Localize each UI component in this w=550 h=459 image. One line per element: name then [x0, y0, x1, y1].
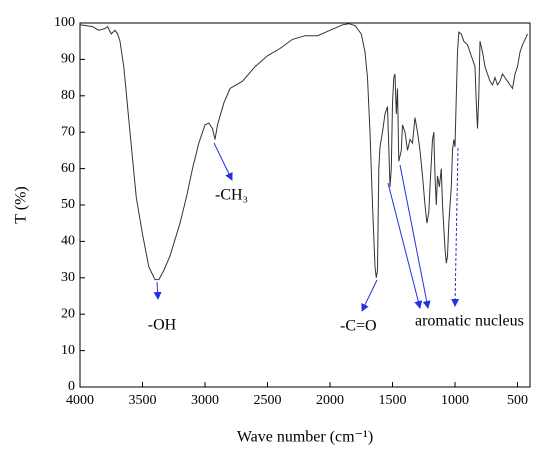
arrow — [451, 147, 460, 307]
annotation: aromatic nucleus — [415, 313, 524, 330]
y-tick-label: 100 — [54, 15, 75, 30]
x-tick-label: 2000 — [316, 393, 344, 408]
y-tick-label: 70 — [61, 124, 75, 139]
x-tick-label: 1500 — [379, 393, 407, 408]
arrow — [361, 279, 378, 312]
x-tick-label: 3500 — [129, 393, 157, 408]
y-tick-label: 90 — [61, 52, 75, 67]
y-tick-label: 50 — [61, 197, 75, 212]
y-axis-label: T (%) — [13, 186, 30, 223]
y-tick-label: 80 — [61, 88, 75, 103]
arrow — [399, 164, 431, 309]
annotation: -C=O — [340, 318, 377, 335]
spectrum-line — [79, 23, 528, 281]
x-tick-label: 4000 — [66, 393, 94, 408]
x-tick-label: 3000 — [191, 393, 219, 408]
y-tick-label: 20 — [61, 306, 75, 321]
y-tick-label: 10 — [61, 343, 75, 358]
annotation: -OH — [148, 317, 177, 334]
arrow — [153, 281, 162, 300]
x-tick-label: 2500 — [254, 393, 282, 408]
annotation: -CH₃ — [215, 187, 248, 204]
arrow — [213, 142, 233, 181]
y-tick-label: 40 — [61, 234, 75, 249]
y-tick-label: 60 — [61, 161, 75, 176]
x-tick-label: 1000 — [441, 393, 469, 408]
x-axis-label: Wave number (cm⁻¹) — [237, 429, 373, 446]
y-tick-label: 0 — [68, 379, 75, 394]
x-tick-label: 500 — [507, 393, 528, 408]
y-tick-label: 30 — [61, 270, 75, 285]
arrow — [387, 182, 423, 309]
